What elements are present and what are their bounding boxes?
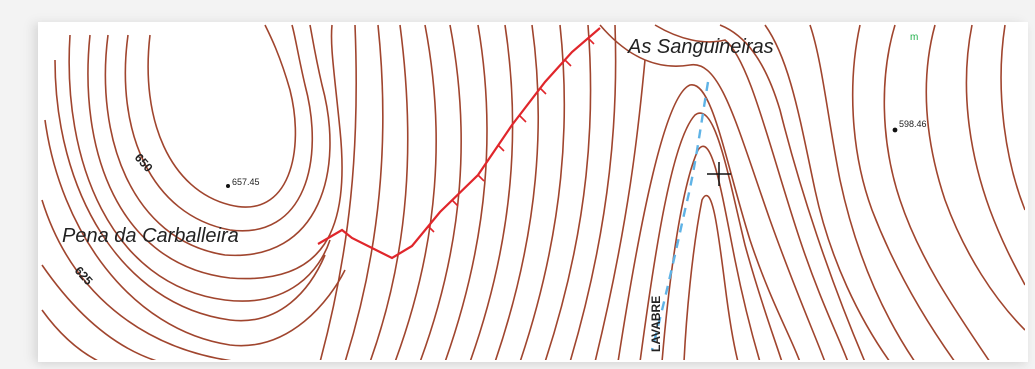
contour-line (41, 309, 98, 360)
contour-line (809, 24, 915, 360)
contour-line (519, 24, 566, 360)
contour-line (344, 24, 384, 360)
contour-line (147, 24, 297, 208)
contour-line (599, 24, 826, 360)
contour-label-650: 650 (132, 151, 156, 175)
contour-line (469, 24, 514, 360)
contour-line (1000, 24, 1025, 211)
place-name-as-sanguineiras: As Sanguineiras (627, 36, 774, 58)
contour-line (594, 59, 646, 360)
spot-height-marker (226, 184, 230, 188)
contour-line (569, 24, 617, 360)
contour-line (494, 24, 540, 360)
contour-line (68, 34, 331, 302)
contour-line (44, 119, 346, 347)
spot-height-label: 598.46 (899, 119, 927, 129)
contour-line (851, 24, 955, 360)
spot-height-marker (892, 127, 898, 133)
contour-line (965, 24, 1025, 286)
contour-line (41, 199, 233, 360)
stream-name-label: LAVABRE (649, 296, 663, 352)
contour-line (654, 24, 849, 360)
contour-line (639, 112, 783, 360)
contour-line (719, 24, 866, 360)
contour-line (104, 24, 331, 257)
contour-line (444, 24, 488, 360)
contour-line (319, 24, 358, 360)
spot-height-label: 657.45 (232, 177, 260, 187)
corner-marker: m (910, 32, 918, 43)
boundary-line (317, 27, 601, 260)
contour-line (764, 24, 890, 360)
contour-line (394, 24, 437, 360)
stream-line (650, 81, 710, 351)
contour-line (54, 59, 326, 322)
contour-lines (41, 24, 1025, 360)
contour-line (544, 24, 592, 360)
place-name-pena-da-carballeira: Pena da Carballeira (62, 225, 239, 247)
contour-line (617, 84, 801, 360)
contour-line (925, 24, 1025, 331)
crosshair-icon[interactable] (707, 162, 731, 186)
contour-line (661, 145, 761, 360)
contour-line (883, 24, 990, 360)
contour-line (41, 264, 157, 360)
contour-line (369, 24, 409, 360)
contour-line (419, 24, 462, 360)
contour-line (683, 194, 739, 360)
contour-line (87, 24, 343, 280)
contour-line (124, 24, 314, 232)
